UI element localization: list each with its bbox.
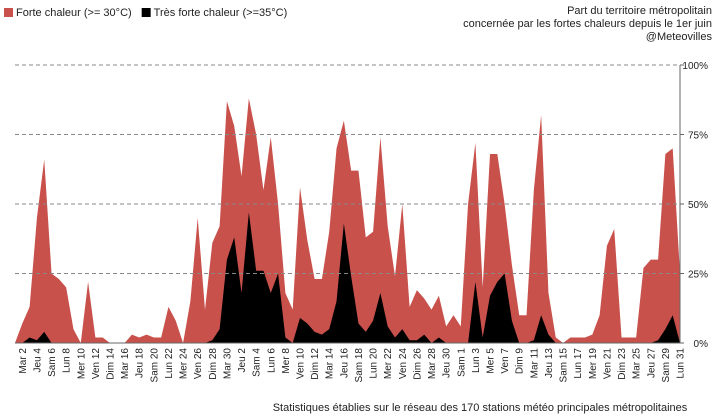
x-tick-label: Mar 16 [120,348,131,380]
x-tick-label: Jeu 2 [237,348,248,373]
x-tick-label: Mer 5 [486,348,497,374]
chart-subtitle: concernée par les fortes chaleurs depuis… [463,18,712,30]
x-tick-label: Jeu 30 [442,348,453,378]
x-tick-label: Jeu 4 [32,348,43,373]
x-tick-label: Lun 22 [164,348,175,379]
x-tick-label: Mer 10 [76,348,87,380]
legend-label: Forte chaleur (>= 30°C) [16,7,132,19]
x-tick-label: Ven 26 [193,348,204,380]
area [15,98,680,343]
x-tick-label: Lun 6 [266,348,277,373]
x-tick-label: Lun 20 [369,348,380,379]
x-tick-label: Mer 19 [588,348,599,380]
x-tick-label: Dim 26 [412,348,423,380]
x-tick-label: Mer 8 [281,348,292,374]
x-tick-label: Sam 20 [149,348,160,383]
x-tick-label: Ven 12 [91,348,102,380]
x-tick-label: Mar 2 [18,348,29,374]
x-tick-label: Dim 14 [106,348,117,380]
y-tick-label: 100% [682,61,708,72]
y-tick-label: 75% [688,131,708,142]
x-tick-label: Mer 22 [383,348,394,380]
x-tick-label: Jeu 13 [544,348,555,378]
x-tick-label: Sam 29 [661,348,672,383]
y-tick-label: 0% [694,339,709,350]
chart-title: Part du territoire métropolitain [567,5,712,17]
area [15,212,680,343]
legend-swatch [141,8,151,17]
x-tick-label: Sam 15 [559,348,570,383]
x-tick-label: Sam 4 [252,348,263,377]
legend-swatch [4,8,13,17]
x-tick-label: Lun 8 [62,348,73,373]
x-tick-label: Mer 24 [179,348,190,380]
x-tick-label: Jeu 18 [135,348,146,378]
x-tick-label: Sam 1 [456,348,467,377]
chart-source: @Meteovilles [646,31,713,43]
legend-label: Très forte chaleur (>=35°C) [154,7,288,19]
x-tick-label: Jeu 16 [339,348,350,378]
x-tick-label: Jeu 27 [646,348,657,378]
x-tick-label: Ven 10 [296,348,307,380]
x-tick-label: Lun 3 [471,348,482,373]
x-tick-label: Lun 31 [676,348,687,379]
chart-note: Statistiques établies sur le réseau des … [273,402,688,414]
x-tick-label: Dim 9 [515,348,526,375]
x-tick-label: Sam 6 [47,348,58,377]
x-tick-label: Mar 30 [222,348,233,380]
x-tick-label: Mar 28 [427,348,438,380]
y-tick-label: 50% [688,200,708,211]
x-tick-label: Dim 28 [208,348,219,380]
x-tick-label: Dim 23 [617,348,628,380]
x-tick-label: Ven 7 [500,348,511,374]
x-tick-label: Ven 24 [398,348,409,380]
x-tick-label: Dim 12 [310,348,321,380]
y-tick-label: 25% [688,270,708,281]
x-tick-label: Sam 18 [354,348,365,383]
x-tick-label: Mar 11 [529,348,540,379]
x-tick-label: Ven 21 [602,348,613,380]
x-tick-label: Mar 14 [325,348,336,380]
x-tick-label: Lun 17 [573,348,584,379]
x-tick-label: Mar 25 [632,348,643,380]
